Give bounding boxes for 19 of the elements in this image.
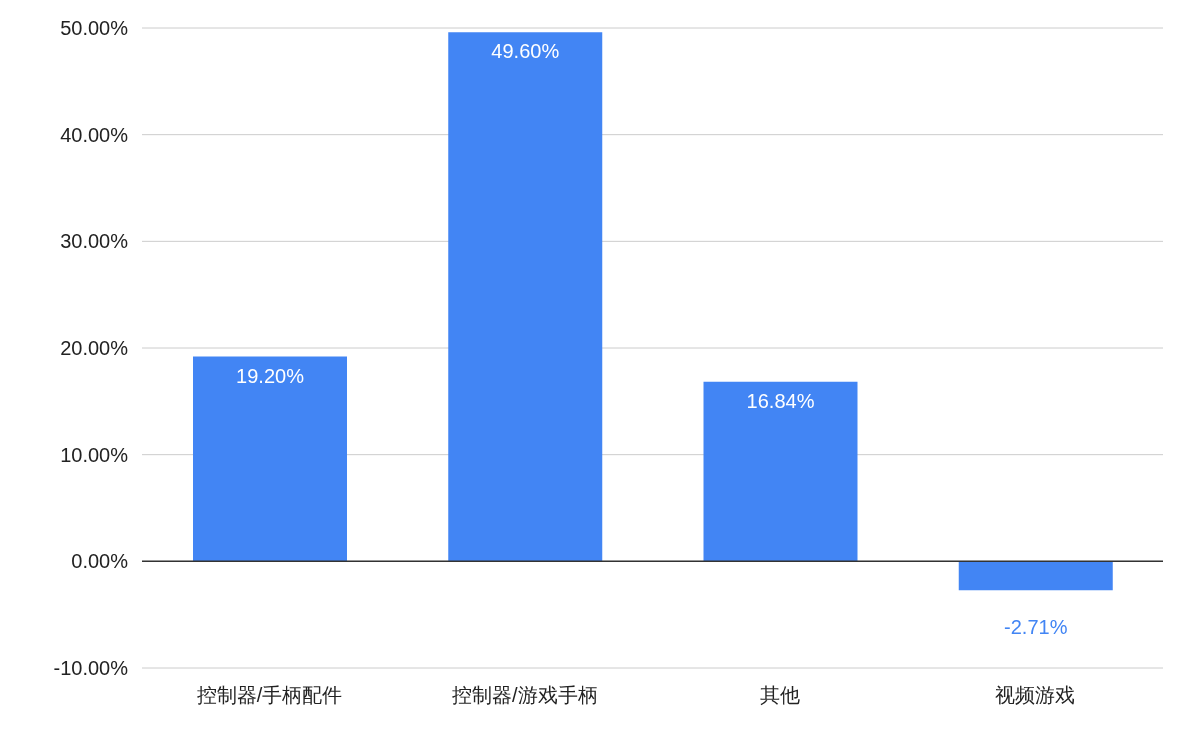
x-tick-label: 控制器/手柄配件 [196,684,343,707]
bar [193,356,347,562]
x-tick-label: 控制器/游戏手柄 [452,684,598,707]
bar [448,32,603,562]
y-tick-label: 50.00% [60,17,129,40]
x-tick-label: 视频游戏 [995,684,1076,707]
y-tick-label: 20.00% [60,337,129,360]
data-label: 49.60% [491,40,560,63]
y-tick-label: 10.00% [60,443,129,466]
bar [958,561,1113,591]
y-tick-label: 40.00% [60,123,129,146]
y-tick-label: -10.00% [53,657,129,680]
bar [703,381,858,562]
data-label: -2.71% [1004,616,1068,639]
y-tick-label: 0.00% [71,550,129,573]
data-label: 19.20% [236,364,305,387]
y-tick-label: 30.00% [60,230,129,253]
x-tick-label: 其他 [760,684,801,707]
data-label: 16.84% [746,389,815,412]
